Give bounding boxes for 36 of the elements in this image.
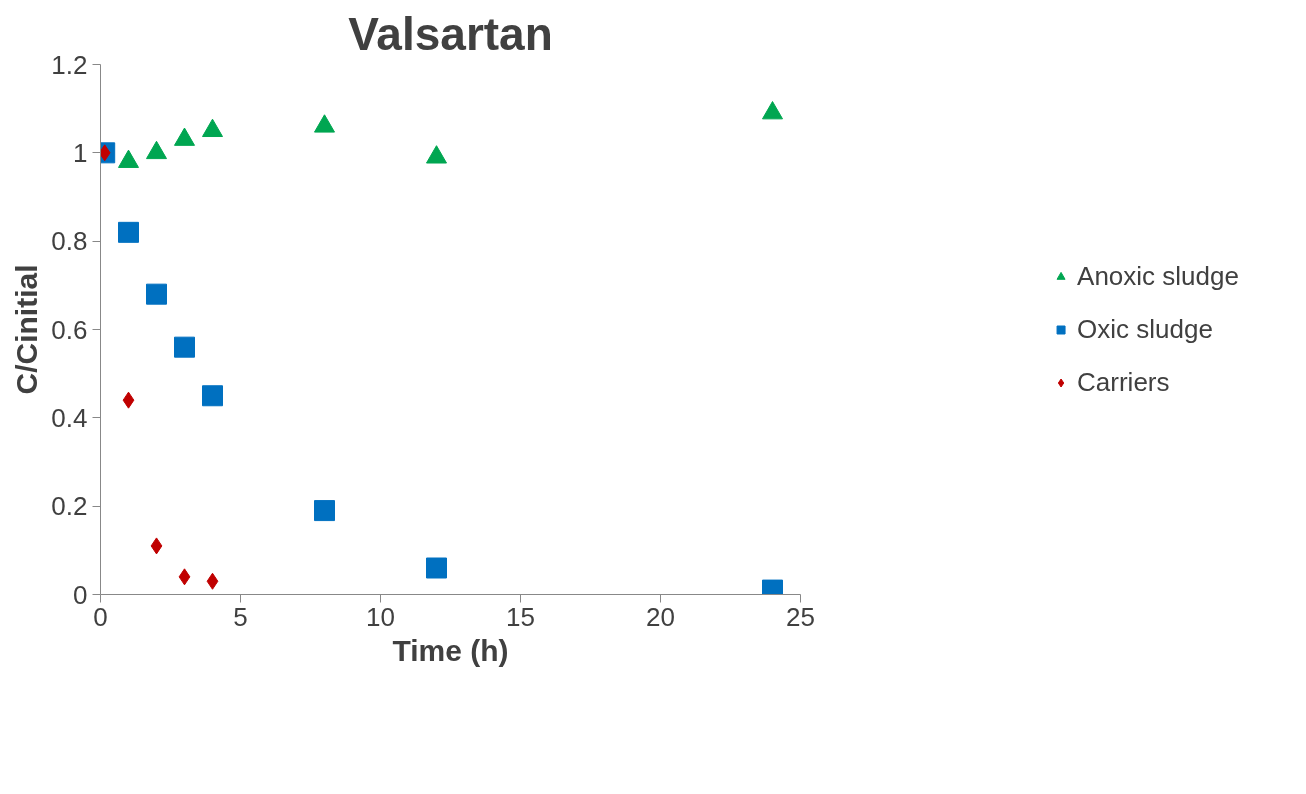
point bbox=[426, 145, 447, 164]
point bbox=[314, 114, 335, 133]
legend-label: Oxic sludge bbox=[1077, 313, 1213, 345]
point bbox=[762, 101, 783, 120]
x-tick-label: 5 bbox=[233, 601, 248, 632]
legend-label: Carriers bbox=[1077, 366, 1170, 398]
point bbox=[426, 557, 447, 579]
y-tick-label: 0.8 bbox=[51, 226, 88, 257]
y-tick-label: 0 bbox=[73, 579, 88, 610]
point bbox=[202, 385, 223, 407]
point bbox=[122, 391, 135, 409]
x-tick-label: 0 bbox=[93, 601, 108, 632]
y-tick-label: 1 bbox=[73, 137, 88, 168]
point bbox=[314, 500, 335, 522]
point bbox=[146, 140, 167, 160]
point bbox=[118, 221, 139, 243]
point bbox=[146, 283, 167, 305]
point bbox=[174, 336, 195, 358]
legend-label: Anoxic sludge bbox=[1077, 260, 1239, 292]
point bbox=[178, 568, 191, 586]
y-tick-label: 1.2 bbox=[51, 49, 88, 80]
y-tick-label: 0.4 bbox=[51, 402, 88, 433]
chart-title: Valsartan bbox=[348, 7, 553, 60]
point bbox=[174, 127, 195, 146]
point bbox=[202, 118, 223, 138]
point bbox=[150, 537, 163, 555]
point bbox=[206, 572, 219, 590]
x-axis-title: Time (h) bbox=[392, 633, 509, 667]
x-tick-label: 15 bbox=[506, 601, 535, 632]
x-tick-label: 25 bbox=[786, 601, 815, 632]
x-tick-label: 20 bbox=[646, 601, 675, 632]
point bbox=[118, 149, 139, 168]
y-tick-label: 0.2 bbox=[51, 491, 88, 522]
y-axis-title: C/Cinitial bbox=[10, 264, 44, 395]
y-tick-label: 0.6 bbox=[51, 314, 88, 345]
x-tick-label: 10 bbox=[366, 601, 395, 632]
